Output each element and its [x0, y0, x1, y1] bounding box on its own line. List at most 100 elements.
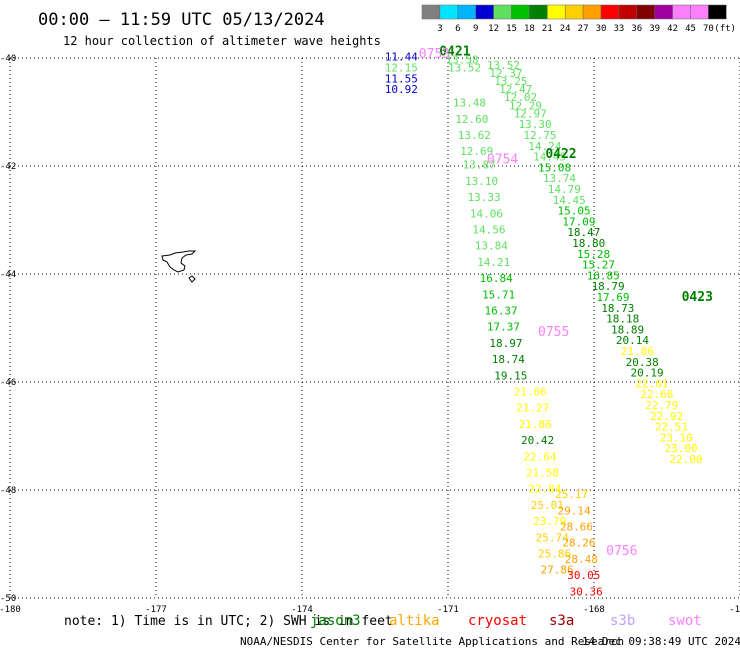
wave-height-value: 20.14 — [616, 334, 649, 347]
wave-height-value: 14.56 — [472, 224, 505, 237]
scale-label: 33 — [613, 24, 624, 34]
legend-item-s3a: s3a — [549, 613, 574, 629]
wave-height-value: 13.33 — [467, 191, 500, 204]
wave-height-value: 16.84 — [480, 272, 513, 285]
wave-height-value: 22.79 — [645, 399, 678, 412]
wave-height-value: 13.52 — [448, 62, 481, 75]
scale-swatch — [421, 4, 441, 20]
scale-swatch — [457, 4, 476, 20]
wave-height-value: 28.66 — [560, 521, 593, 534]
note-text: note: 1) Time is in UTC; 2) SWH is in fe… — [64, 614, 393, 629]
scale-label: 12 — [488, 24, 499, 34]
wave-height-value: 18.47 — [567, 226, 600, 239]
wave-height-value: 15.71 — [482, 288, 515, 301]
wave-height-value: 12.02 — [504, 91, 537, 104]
wave-height-value: 20.19 — [631, 367, 664, 380]
wave-height-value: 30.05 — [567, 569, 600, 582]
wave-height-value: 13.87 — [463, 159, 496, 172]
x-tick-label: -168 — [583, 605, 605, 615]
scale-label: 9 — [473, 24, 478, 34]
y-tick-label: -40 — [0, 54, 16, 64]
wave-height-value: 22.61 — [635, 377, 668, 390]
color-scale: 3 6 9 12 15 18 21 24 27 30 33 36 39 42 45 70 (ft) — [421, 4, 736, 34]
legend-item-jason3: jason3 — [310, 613, 361, 629]
wave-height-value: 11.44 — [385, 51, 418, 64]
scale-label: 3 — [437, 24, 442, 34]
scale-label: 70 — [703, 24, 714, 34]
wave-height-value: 15.05 — [558, 205, 591, 218]
wave-height-value: 17.37 — [487, 321, 520, 334]
pass-label: 0421 — [439, 44, 470, 59]
wave-height-value: 12.75 — [523, 129, 556, 142]
wave-height-value: 13.10 — [465, 175, 498, 188]
x-tick-label: -177 — [145, 605, 167, 615]
scale-label: 30 — [596, 24, 607, 34]
wave-height-value: 23.00 — [665, 442, 698, 455]
wave-height-value: 20.42 — [521, 434, 554, 447]
wave-height-value: 15.08 — [538, 161, 571, 174]
x-tick-label: -165 — [729, 605, 740, 615]
wave-height-value: 17.69 — [596, 291, 629, 304]
wave-height-value: 21.27 — [516, 402, 549, 415]
wave-height-value: 18.97 — [489, 337, 522, 350]
wave-height-value: 18.80 — [572, 237, 605, 250]
legend-item-s3b: s3b — [610, 613, 635, 629]
satellite-legend: jason3 altika cryosat s3a s3b swot — [310, 613, 702, 629]
wave-height-value: 19.15 — [494, 369, 527, 382]
wave-height-value: 21.66 — [514, 386, 547, 399]
scale-label: 39 — [649, 24, 660, 34]
wave-height-value: 12.47 — [499, 83, 532, 96]
wave-height-value: 14.06 — [470, 207, 503, 220]
y-tick-label: -46 — [0, 378, 16, 388]
scale-swatch — [672, 4, 691, 20]
wave-height-value: 13.74 — [543, 172, 576, 185]
chart-title: 00:00 – 11:59 UTC 05/13/2024 — [38, 10, 325, 30]
scale-swatch — [529, 4, 548, 20]
scale-label: 42 — [667, 24, 678, 34]
wave-height-value: 13.52 — [487, 59, 520, 72]
scale-unit: (ft) — [714, 24, 736, 34]
legend-item-cryosat: cryosat — [468, 613, 527, 629]
wave-height-value: 14.24 — [528, 140, 561, 153]
wave-height-value: 29.14 — [558, 504, 591, 517]
wave-height-value: 18.79 — [592, 280, 625, 293]
scale-label: 36 — [631, 24, 642, 34]
chatham-islands-outline — [161, 250, 197, 283]
scale-swatch — [582, 4, 602, 20]
wave-height-value: 14.79 — [548, 183, 581, 196]
scale-swatch — [654, 4, 673, 20]
chart-subtitle: 12 hour collection of altimeter wave hei… — [63, 34, 381, 48]
scale-label: 24 — [560, 24, 571, 34]
wave-height-value: 23.10 — [660, 431, 693, 444]
legend-item-altika: altika — [389, 613, 440, 629]
wave-height-value: 18.89 — [611, 323, 644, 336]
wave-height-value: 22.66 — [640, 388, 673, 401]
wave-height-value: 28.26 — [562, 537, 595, 550]
wave-height-value: 21.06 — [621, 345, 654, 358]
scale-label: 15 — [506, 24, 517, 34]
grid — [9, 57, 740, 599]
wave-height-value: 15.28 — [577, 248, 610, 261]
pass-label: 0754 — [487, 152, 518, 167]
wave-height-value: 12.60 — [455, 113, 488, 126]
x-tick-label: -180 — [0, 605, 21, 615]
scale-label: 21 — [542, 24, 553, 34]
wave-height-value: 20.38 — [626, 356, 659, 369]
scale-label: 18 — [524, 24, 535, 34]
wave-height-value: 22.00 — [669, 453, 702, 466]
y-tick-label: -42 — [0, 162, 16, 172]
scale-swatch — [511, 4, 530, 20]
wave-height-value: 23.79 — [533, 515, 566, 528]
legend-item-swot: swot — [668, 613, 702, 629]
wave-height-value: 25.86 — [538, 548, 571, 561]
wave-height-value: 28.48 — [565, 553, 598, 566]
x-tick-label: -174 — [291, 605, 313, 615]
wave-height-value: 27.86 — [540, 564, 573, 577]
wave-height-value: 21.58 — [526, 467, 559, 480]
pass-label: 0422 — [545, 147, 576, 162]
scale-swatch — [493, 4, 512, 20]
pass-label: 0755 — [538, 325, 569, 340]
wave-height-value: 30.36 — [570, 585, 603, 598]
wave-height-value: 14.21 — [477, 256, 510, 269]
